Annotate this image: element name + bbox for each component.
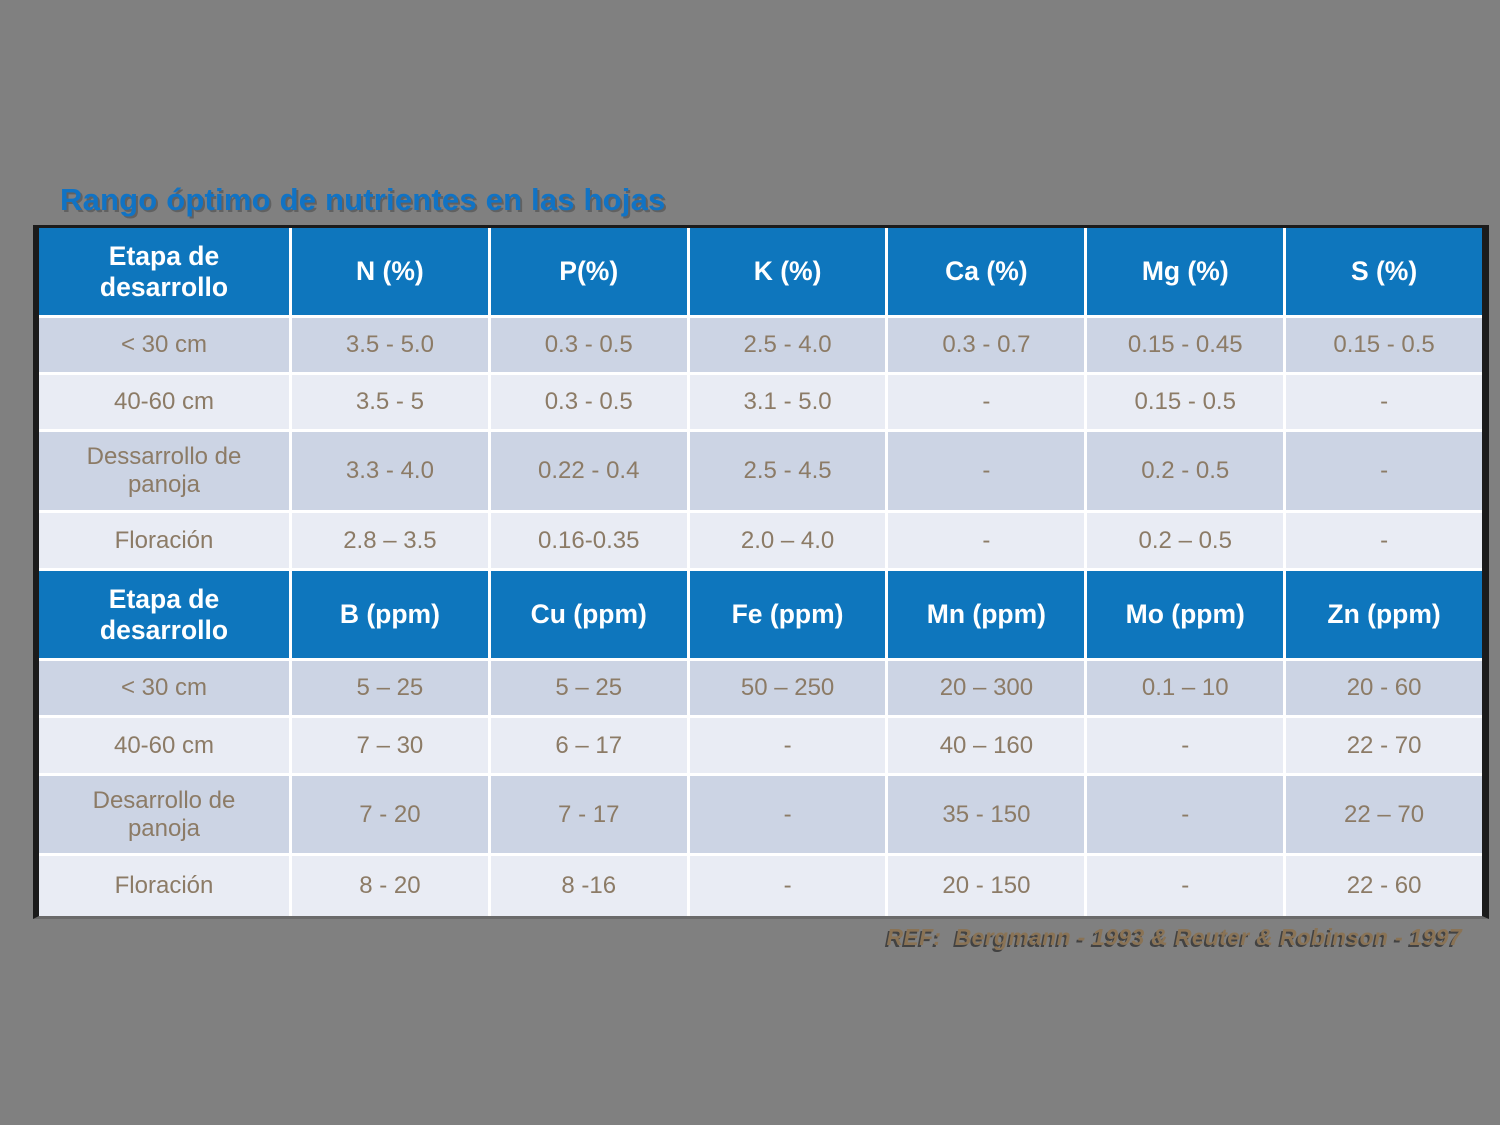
value-cell: -	[888, 375, 1085, 429]
value-cell: 0.3 - 0.5	[490, 318, 687, 372]
value-cell: 22 – 70	[1286, 776, 1482, 853]
value-cell: 6 – 17	[490, 718, 687, 773]
value-cell: 0.2 – 0.5	[1087, 513, 1284, 568]
value-cell: -	[1087, 776, 1284, 853]
row-label: Desarrollo de panoja	[39, 776, 289, 853]
value-cell: 5 – 25	[490, 661, 687, 715]
nutrient-column-header: Mg (%)	[1087, 228, 1284, 315]
value-cell: 20 - 60	[1286, 661, 1482, 715]
value-cell: 40 – 160	[888, 718, 1085, 773]
nutrient-column-header: N (%)	[292, 228, 488, 315]
value-cell: 3.1 - 5.0	[689, 375, 886, 429]
row-label: Floración	[39, 513, 289, 568]
nutrient-column-header: P(%)	[490, 228, 687, 315]
value-cell: 22 - 70	[1286, 718, 1482, 773]
value-cell: -	[689, 856, 886, 916]
page-title: Rango óptimo de nutrientes en las hojas	[60, 182, 666, 217]
row-label: Floración	[39, 856, 289, 916]
value-cell: 0.15 - 0.45	[1087, 318, 1284, 372]
nutrient-table-frame: Etapa de desarrollo N (%) P(%) K (%) Ca (%) M…	[33, 225, 1489, 919]
value-cell: -	[1087, 856, 1284, 916]
nutrient-column-header: Ca (%)	[888, 228, 1085, 315]
stage-column-header: Etapa de desarrollo	[39, 571, 289, 658]
value-cell: 22 - 60	[1286, 856, 1482, 916]
value-cell: 3.5 - 5	[292, 375, 488, 429]
value-cell: 20 - 150	[888, 856, 1085, 916]
row-label: < 30 cm	[39, 318, 289, 372]
value-cell: -	[1286, 432, 1482, 510]
value-cell: 2.8 – 3.5	[292, 513, 488, 568]
row-label: 40-60 cm	[39, 718, 289, 773]
value-cell: 7 – 30	[292, 718, 488, 773]
nutrient-column-header: Cu (ppm)	[490, 571, 687, 658]
value-cell: 2.0 – 4.0	[689, 513, 886, 568]
value-cell: 0.22 - 0.4	[490, 432, 687, 510]
value-cell: -	[888, 432, 1085, 510]
nutrient-column-header: Mo (ppm)	[1087, 571, 1284, 658]
value-cell: 2.5 - 4.0	[689, 318, 886, 372]
row-label: 40-60 cm	[39, 375, 289, 429]
nutrient-column-header: K (%)	[689, 228, 886, 315]
reference-citation: REF: Bergmann - 1993 & Reuter & Robinson…	[886, 924, 1462, 950]
row-label: < 30 cm	[39, 661, 289, 715]
value-cell: -	[689, 718, 886, 773]
stage-column-header: Etapa de desarrollo	[39, 228, 289, 315]
value-cell: 0.2 - 0.5	[1087, 432, 1284, 510]
value-cell: 0.1 – 10	[1087, 661, 1284, 715]
value-cell: 0.16-0.35	[490, 513, 687, 568]
value-cell: 5 – 25	[292, 661, 488, 715]
value-cell: 8 - 20	[292, 856, 488, 916]
value-cell: 0.3 - 0.7	[888, 318, 1085, 372]
value-cell: -	[1286, 375, 1482, 429]
value-cell: 7 - 17	[490, 776, 687, 853]
value-cell: -	[888, 513, 1085, 568]
value-cell: 0.3 - 0.5	[490, 375, 687, 429]
value-cell: -	[1286, 513, 1482, 568]
value-cell: 2.5 - 4.5	[689, 432, 886, 510]
value-cell: -	[1087, 718, 1284, 773]
value-cell: 3.5 - 5.0	[292, 318, 488, 372]
row-label: Dessarrollo de panoja	[39, 432, 289, 510]
nutrient-column-header: Fe (ppm)	[689, 571, 886, 658]
value-cell: 8 -16	[490, 856, 687, 916]
nutrient-column-header: S (%)	[1286, 228, 1482, 315]
value-cell: -	[689, 776, 886, 853]
value-cell: 0.15 - 0.5	[1087, 375, 1284, 429]
value-cell: 20 – 300	[888, 661, 1085, 715]
nutrient-column-header: Zn (ppm)	[1286, 571, 1482, 658]
nutrient-table: Etapa de desarrollo N (%) P(%) K (%) Ca (%) M…	[39, 228, 1482, 916]
value-cell: 3.3 - 4.0	[292, 432, 488, 510]
value-cell: 35 - 150	[888, 776, 1085, 853]
nutrient-column-header: B (ppm)	[292, 571, 488, 658]
value-cell: 7 - 20	[292, 776, 488, 853]
value-cell: 0.15 - 0.5	[1286, 318, 1482, 372]
nutrient-column-header: Mn (ppm)	[888, 571, 1085, 658]
value-cell: 50 – 250	[689, 661, 886, 715]
